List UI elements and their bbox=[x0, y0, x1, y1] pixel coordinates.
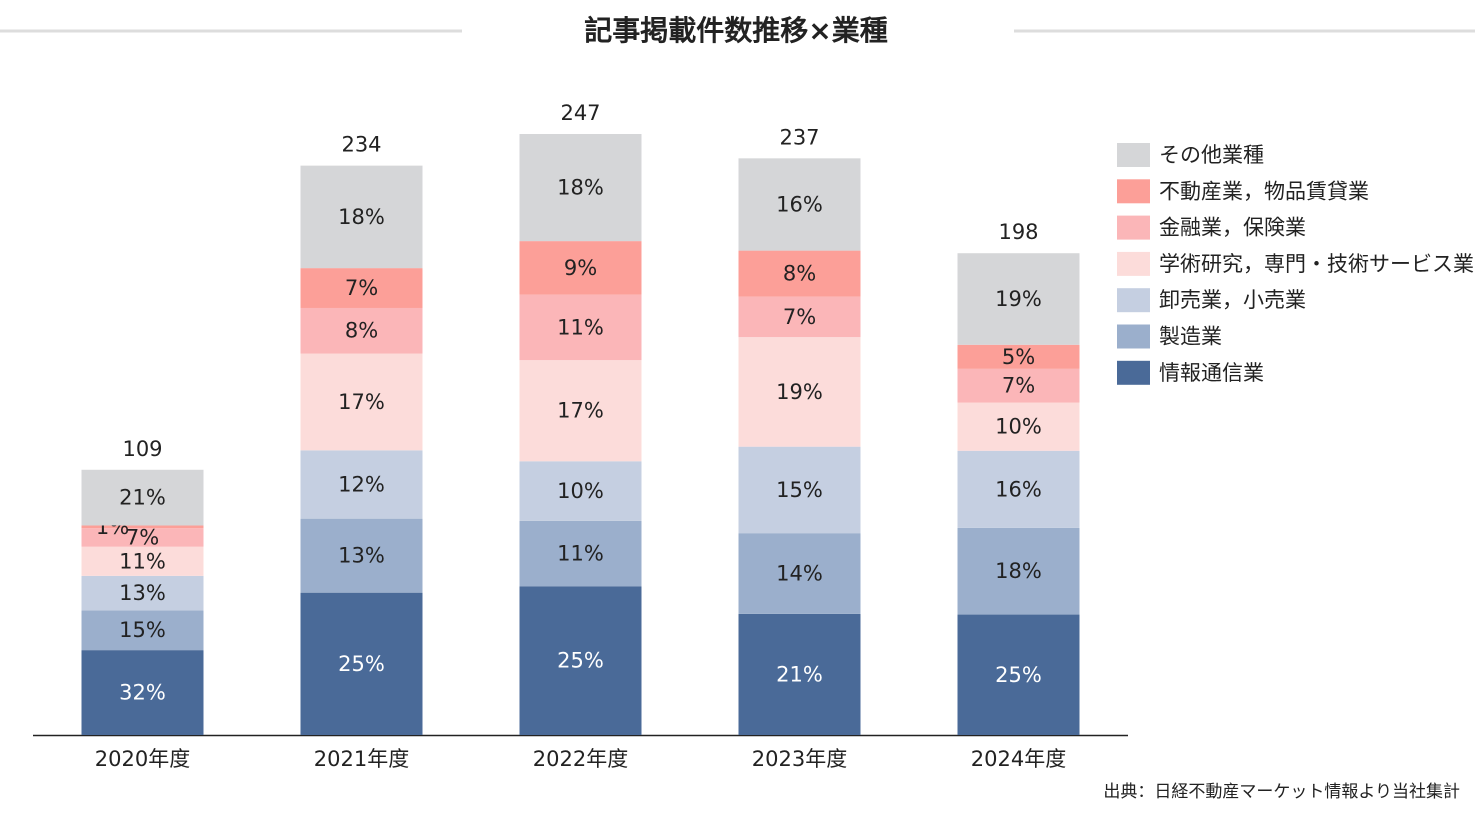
segment-label: 21% bbox=[776, 662, 823, 686]
legend-label: 卸売業，小売業 bbox=[1159, 288, 1306, 312]
segment-label: 14% bbox=[776, 562, 823, 586]
total-label: 247 bbox=[560, 101, 600, 125]
total-label: 198 bbox=[998, 220, 1038, 244]
total-label: 234 bbox=[341, 133, 381, 157]
legend-label: 不動産業，物品賃貸業 bbox=[1159, 179, 1369, 203]
bar-segment bbox=[738, 446, 861, 534]
bar-segment bbox=[519, 294, 642, 361]
bar-segment bbox=[957, 253, 1080, 345]
bar-segment bbox=[81, 546, 204, 576]
bar-segment bbox=[738, 296, 861, 338]
legend-swatch bbox=[1117, 179, 1150, 204]
bar-segment bbox=[300, 165, 423, 269]
bar-segment bbox=[738, 337, 861, 447]
bar-segment bbox=[519, 360, 642, 462]
bar-segment bbox=[81, 525, 204, 529]
segment-label: 9% bbox=[564, 256, 597, 280]
legend-swatch bbox=[1117, 324, 1150, 349]
total-label: 237 bbox=[779, 125, 819, 149]
legend-label: 情報通信業 bbox=[1159, 361, 1264, 385]
legend-swatch bbox=[1117, 360, 1150, 385]
bar-segment bbox=[300, 518, 423, 593]
bar-segment bbox=[738, 250, 861, 297]
x-tick-label: 2021年度 bbox=[314, 747, 409, 771]
bar-segment bbox=[81, 469, 204, 526]
bar-segment bbox=[300, 307, 423, 354]
x-tick-label: 2024年度 bbox=[971, 747, 1066, 771]
legend-swatch bbox=[1117, 288, 1150, 313]
chart-title: 記事掲載件数推移×業種 bbox=[584, 14, 887, 47]
segment-label: 12% bbox=[338, 472, 385, 496]
bar-segment bbox=[738, 158, 861, 251]
bar-segment bbox=[738, 613, 861, 735]
segment-label: 5% bbox=[1002, 345, 1035, 369]
bar-segment bbox=[81, 610, 204, 651]
bar-segment bbox=[519, 461, 642, 521]
bar-segment bbox=[957, 368, 1080, 403]
segment-label: 7% bbox=[345, 276, 378, 300]
segment-label: 18% bbox=[338, 205, 385, 229]
segment-label: 25% bbox=[557, 649, 604, 673]
segment-label: 10% bbox=[557, 479, 604, 503]
segment-label: 16% bbox=[995, 477, 1042, 501]
segment-label: 21% bbox=[119, 486, 166, 510]
legend-swatch bbox=[1117, 143, 1150, 167]
bar-segment bbox=[300, 268, 423, 308]
x-tick-label: 2022年度 bbox=[533, 747, 628, 771]
segment-label: 7% bbox=[1002, 374, 1035, 398]
bar-segment bbox=[519, 586, 642, 735]
bar-segment bbox=[81, 528, 204, 547]
bar-segment bbox=[81, 650, 204, 735]
segment-label: 11% bbox=[119, 549, 166, 573]
segment-label: 10% bbox=[995, 415, 1042, 439]
bar-segment bbox=[738, 533, 861, 614]
legend-swatch bbox=[1117, 215, 1150, 240]
segment-label: 15% bbox=[776, 478, 823, 502]
segment-label: 8% bbox=[783, 262, 816, 286]
legend-swatch bbox=[1117, 251, 1150, 276]
bar-segment bbox=[957, 344, 1080, 369]
segment-label: 18% bbox=[995, 559, 1042, 583]
legend-label: 製造業 bbox=[1159, 325, 1222, 349]
segment-label: 32% bbox=[119, 681, 166, 705]
segment-label: 15% bbox=[119, 618, 166, 642]
segment-label: 11% bbox=[557, 542, 604, 566]
x-tick-label: 2020年度 bbox=[95, 747, 190, 771]
bar-segment bbox=[81, 575, 204, 611]
segment-label: 17% bbox=[557, 399, 604, 423]
bar-segment bbox=[957, 527, 1080, 615]
segment-label: 25% bbox=[995, 663, 1042, 687]
total-label: 109 bbox=[122, 437, 162, 461]
segment-label: 25% bbox=[338, 652, 385, 676]
segment-label: 7% bbox=[126, 525, 159, 549]
segment-label: 16% bbox=[776, 192, 823, 216]
bar-segment bbox=[519, 134, 642, 242]
segment-label: 7% bbox=[783, 305, 816, 329]
bar-segment bbox=[519, 241, 642, 295]
legend-label: 金融業，保険業 bbox=[1159, 216, 1306, 240]
bar-segment bbox=[300, 353, 423, 451]
bar-segment bbox=[519, 520, 642, 587]
legend-label: 学術研究，専門・技術サービス業 bbox=[1159, 252, 1474, 276]
source-note: 出典：日経不動産マーケット情報より当社集計 bbox=[1103, 782, 1460, 802]
segment-label: 17% bbox=[338, 390, 385, 414]
bar-segment bbox=[957, 614, 1080, 735]
segment-label: 8% bbox=[345, 319, 378, 343]
segment-label: 19% bbox=[995, 287, 1042, 311]
legend-label: その他業種 bbox=[1159, 143, 1264, 167]
bar-segment bbox=[300, 592, 423, 735]
segment-label: 18% bbox=[557, 176, 604, 200]
bar-segment bbox=[957, 450, 1080, 528]
segment-label: 13% bbox=[119, 581, 166, 605]
segment-label: 13% bbox=[338, 544, 385, 568]
segment-label: 19% bbox=[776, 380, 823, 404]
x-tick-label: 2023年度 bbox=[752, 747, 847, 771]
bar-segment bbox=[957, 402, 1080, 451]
bar-segment bbox=[300, 450, 423, 519]
segment-label: 11% bbox=[557, 315, 604, 339]
